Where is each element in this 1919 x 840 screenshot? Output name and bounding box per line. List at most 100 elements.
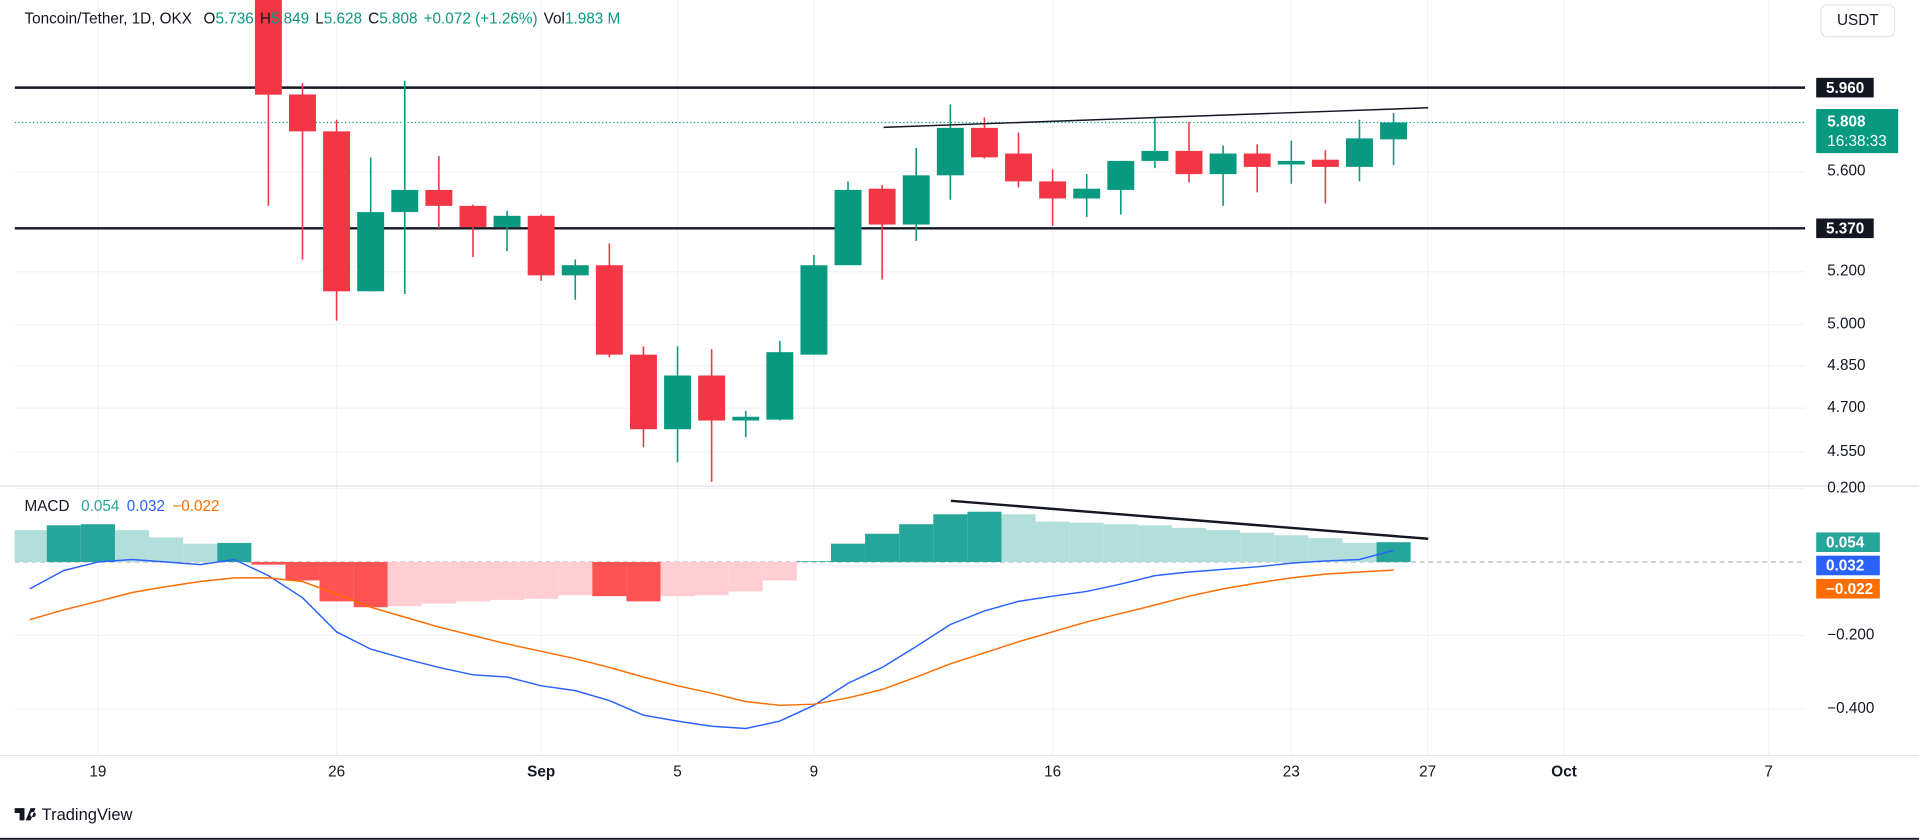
candle-body bbox=[1073, 188, 1101, 199]
value-badge-label: 0.032 bbox=[1826, 558, 1864, 575]
legend-key: C bbox=[368, 11, 379, 28]
macd-trend-line bbox=[950, 499, 1429, 540]
value-badge bbox=[1816, 555, 1880, 576]
x-tick-label: 7 bbox=[1764, 764, 1773, 781]
legend-value: 5.628 bbox=[324, 11, 362, 28]
candle-body bbox=[254, 0, 282, 95]
x-tick-label: Sep bbox=[527, 764, 555, 781]
histogram-bar bbox=[660, 562, 695, 597]
x-tick-label: 26 bbox=[328, 764, 345, 781]
candle-body bbox=[357, 212, 385, 292]
axes: 19 26 Sep 5 9 16 23 27 Oct 7 5.600 5.200 5.000 4.850 4… bbox=[89, 77, 1899, 781]
currency-button[interactable]: USDT bbox=[1820, 4, 1896, 38]
histogram-bar bbox=[1240, 532, 1275, 563]
y-tick-label: 5.200 bbox=[1827, 263, 1865, 280]
histogram-bar bbox=[149, 537, 184, 563]
level-label-box bbox=[1816, 77, 1874, 98]
legend-value: 1.983 M bbox=[565, 11, 620, 28]
candle-body bbox=[1107, 160, 1135, 190]
candle-body bbox=[493, 215, 521, 228]
histogram-bar bbox=[14, 530, 47, 563]
histogram-bar bbox=[694, 562, 729, 596]
last-price-label: 5.808 bbox=[1827, 114, 1866, 131]
candle-body bbox=[1175, 150, 1203, 175]
brand-logo bbox=[14, 808, 36, 821]
candle-body bbox=[1380, 122, 1408, 140]
histogram-bar bbox=[626, 562, 661, 602]
level-label: 5.370 bbox=[1826, 221, 1864, 238]
histogram-bar bbox=[455, 562, 491, 602]
brand-name: TradingView bbox=[42, 805, 133, 824]
candle-body bbox=[970, 127, 998, 158]
currency-button-box[interactable] bbox=[1820, 4, 1896, 38]
candle-body bbox=[289, 94, 316, 132]
value-badge-label: −0.022 bbox=[1826, 581, 1873, 598]
histogram-bar bbox=[46, 525, 81, 563]
macd-pane bbox=[14, 511, 1806, 730]
y-tick-label: 4.700 bbox=[1827, 399, 1865, 416]
candle-body bbox=[868, 188, 896, 225]
histogram-bar bbox=[865, 533, 900, 563]
candle-body bbox=[936, 127, 964, 176]
candle-body bbox=[527, 215, 555, 276]
histogram-bar bbox=[183, 543, 218, 563]
histogram-bar bbox=[421, 562, 456, 604]
x-tick-label: Oct bbox=[1551, 764, 1576, 781]
price-pane bbox=[14, 0, 1806, 482]
candle-body bbox=[800, 265, 828, 355]
macd-legend: MACD 0.054 0.032 −0.022 bbox=[24, 498, 219, 515]
histogram-bar bbox=[1206, 530, 1241, 563]
macd-line bbox=[29, 549, 1394, 730]
candle-body bbox=[1209, 153, 1237, 175]
histogram-bar bbox=[1308, 538, 1343, 563]
histogram-bar bbox=[1035, 521, 1070, 563]
histogram-bar bbox=[217, 542, 252, 563]
value-badge bbox=[1816, 532, 1880, 552]
ohlc-legend: Toncoin/Tether, 1D, OKX O5.736 H5.849 L5.6… bbox=[24, 11, 620, 28]
legend-key: Vol bbox=[544, 11, 565, 28]
candle-body bbox=[323, 131, 351, 292]
y-tick-label: 4.550 bbox=[1827, 443, 1865, 460]
legend-value: 0.054 bbox=[81, 498, 120, 515]
histogram-bar bbox=[967, 511, 1002, 563]
candle-body bbox=[595, 265, 623, 355]
x-tick-label: 5 bbox=[673, 764, 682, 781]
legend-change: +0.072 (+1.26%) bbox=[424, 11, 538, 28]
histogram-bar bbox=[728, 562, 763, 592]
value-badge bbox=[1816, 578, 1880, 599]
y-tick-label: 5.600 bbox=[1827, 163, 1865, 180]
legend-value: 0.032 bbox=[127, 498, 165, 515]
histogram-bar bbox=[353, 562, 388, 608]
x-tick-label: 9 bbox=[810, 764, 819, 781]
candle-body bbox=[1277, 160, 1305, 165]
countdown-label: 16:38:33 bbox=[1827, 133, 1887, 150]
candle-body bbox=[1039, 181, 1067, 199]
y-tick-label: 4.850 bbox=[1827, 357, 1865, 374]
candle-body bbox=[1243, 153, 1271, 167]
y-tick-label: 5.000 bbox=[1827, 316, 1865, 333]
histogram-bar bbox=[558, 562, 593, 596]
x-tick-label: 16 bbox=[1044, 764, 1061, 781]
macd-title: MACD bbox=[24, 498, 69, 515]
candle-body bbox=[425, 189, 453, 206]
currency-label[interactable]: USDT bbox=[1837, 12, 1879, 29]
histogram-bar bbox=[524, 562, 559, 599]
footer: TradingView bbox=[14, 805, 133, 824]
histogram-bar bbox=[1001, 514, 1036, 563]
candle-body bbox=[766, 352, 794, 420]
candle-body bbox=[1346, 138, 1373, 167]
histogram-bar bbox=[1137, 525, 1172, 563]
histogram-bar bbox=[1069, 522, 1104, 563]
y-tick-label: 0.200 bbox=[1827, 480, 1865, 497]
x-tick-label: 23 bbox=[1283, 764, 1300, 781]
histogram-bar bbox=[762, 562, 797, 581]
legend-key: L bbox=[315, 11, 324, 28]
legend-value: 5.808 bbox=[379, 11, 417, 28]
level-label: 5.960 bbox=[1826, 80, 1864, 97]
histogram-bar bbox=[251, 562, 286, 565]
histogram-bar bbox=[114, 530, 150, 563]
legend-value: 5.736 bbox=[215, 11, 253, 28]
candle-body bbox=[459, 205, 487, 228]
